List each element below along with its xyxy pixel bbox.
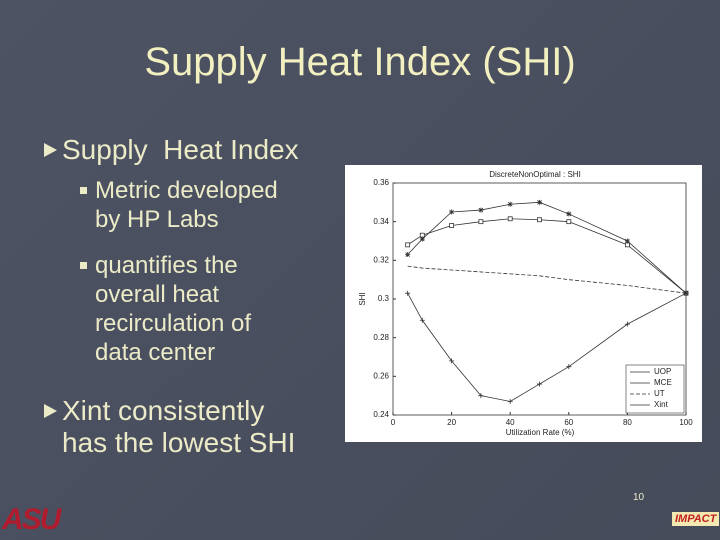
line: overall heat (95, 281, 220, 308)
y-tick-label: 0.34 (373, 217, 389, 226)
legend-label: UOP (654, 367, 671, 376)
marker (419, 236, 425, 242)
marker (683, 290, 689, 296)
y-tick-label: 0.24 (373, 410, 389, 419)
legend-label: MCE (654, 378, 672, 387)
marker (405, 242, 411, 248)
line: quantifies the (95, 252, 238, 279)
x-tick-label: 80 (623, 418, 632, 427)
marker (478, 207, 484, 213)
y-tick-label: 0.26 (373, 371, 389, 380)
x-tick-label: 60 (564, 418, 573, 427)
marker (507, 216, 513, 222)
line: recirculation of (95, 310, 252, 337)
marker (449, 223, 454, 228)
y-tick-label: 0.36 (373, 178, 389, 187)
sub-bullet: Metric developed by HP Labs (95, 176, 278, 234)
y-tick-label: 0.3 (378, 294, 390, 303)
bullet-marker (44, 143, 57, 157)
sub-bullet-marker (80, 187, 87, 194)
marker (449, 209, 455, 215)
marker (405, 252, 411, 258)
marker (537, 381, 542, 387)
marker (449, 358, 455, 364)
marker (624, 238, 630, 244)
page-number: 10 (633, 492, 645, 503)
line: has the lowest SHI (62, 427, 296, 458)
marker (537, 199, 542, 205)
y-tick-label: 0.28 (373, 333, 389, 342)
legend-label: Xint (654, 400, 669, 409)
line: data center (95, 339, 216, 366)
chart: DiscreteNonOptimal : SHI Utilization Rat… (345, 165, 702, 442)
chart-title: DiscreteNonOptimal : SHI (489, 170, 581, 179)
marker (566, 211, 572, 217)
legend-label: UT (654, 389, 665, 398)
bullet-marker (44, 404, 57, 418)
marker (405, 290, 411, 296)
x-tick-label: 0 (391, 418, 396, 427)
bullet-text: Xint consistently has the lowest SHI (62, 395, 295, 459)
x-tick-label: 100 (679, 418, 693, 427)
marker (566, 364, 572, 370)
x-tick-label: 40 (506, 418, 515, 427)
x-tick-label: 20 (447, 418, 456, 427)
sub-bullet-marker (80, 262, 87, 269)
x-axis-label: Utilization Rate (%) (506, 428, 575, 437)
y-axis-label: SHI (358, 292, 367, 305)
marker (624, 321, 630, 327)
marker (566, 219, 572, 225)
marker (507, 398, 513, 404)
marker (478, 393, 484, 399)
marker (419, 317, 425, 323)
logo: IMPACT (672, 512, 720, 526)
marker (507, 201, 513, 207)
line: by HP Labs (95, 206, 219, 233)
marker (478, 219, 484, 225)
series-line (407, 265, 687, 294)
y-tick-label: 0.32 (373, 255, 389, 264)
marker (537, 217, 542, 223)
logo: ASU (2, 503, 61, 536)
line: Metric developed (95, 177, 278, 204)
bullet-text: Supply Heat Index (62, 134, 299, 165)
line: Xint consistently (62, 395, 265, 426)
slide-title: Supply Heat Index (SHI) (144, 40, 576, 84)
sub-bullet: quantifies the overall heat recirculation … (95, 251, 251, 367)
